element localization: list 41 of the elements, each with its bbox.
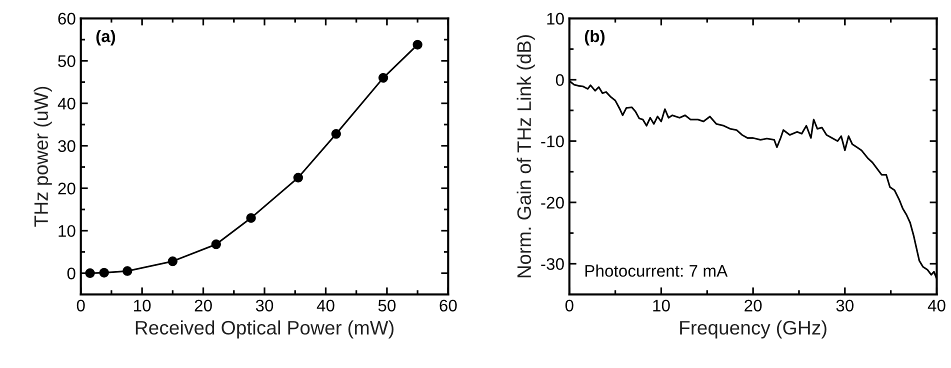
y-tick-label: 60 [58, 12, 76, 25]
x-axis-title: Frequency (GHz) [680, 320, 826, 338]
y-axis-title: Norm. Gain of THz Link (dB) [516, 35, 535, 278]
x-tick-label: 40 [316, 300, 334, 312]
x-tick-label: 0 [76, 300, 85, 312]
y-tick-label: 20 [58, 182, 76, 194]
point [246, 213, 256, 223]
point [331, 129, 341, 139]
y-tick-label: 50 [58, 55, 76, 68]
y-tick-label: -20 [541, 196, 564, 209]
y-axis-title: THz power (uW) [34, 86, 52, 227]
point [211, 239, 221, 250]
x-tick-label: 40 [928, 300, 946, 312]
x-tick-label: 30 [256, 300, 274, 312]
point [412, 40, 422, 50]
x-tick-label: 60 [440, 300, 457, 312]
point [378, 72, 388, 83]
annotation: Photocurrent: 7 mA [585, 264, 728, 277]
point [168, 256, 178, 266]
x-tick-label: 0 [565, 300, 574, 312]
y-tick-label: 0 [556, 74, 564, 86]
x-tick-label: 50 [378, 300, 396, 312]
point [122, 266, 132, 276]
y-tick-label: 40 [58, 98, 76, 110]
point [99, 268, 109, 278]
x-tick-label: 10 [134, 300, 151, 312]
y-tick-label: 0 [67, 268, 76, 280]
annotation: (a) [96, 30, 116, 46]
annotation: (b) [584, 30, 605, 46]
y-tick-label: -10 [541, 135, 564, 148]
x-tick-label: 20 [744, 300, 762, 312]
y-tick-label: 30 [58, 140, 76, 152]
x-axis-title: Received Optical Power (mW) [136, 320, 394, 338]
y-tick-label: 10 [58, 225, 76, 237]
point [293, 172, 304, 182]
y-tick-label: 10 [547, 12, 564, 25]
point [85, 268, 95, 278]
y-tick-label: -30 [541, 258, 564, 270]
x-tick-label: 10 [653, 300, 670, 312]
x-tick-label: 30 [836, 300, 854, 312]
x-tick-label: 20 [194, 300, 212, 312]
